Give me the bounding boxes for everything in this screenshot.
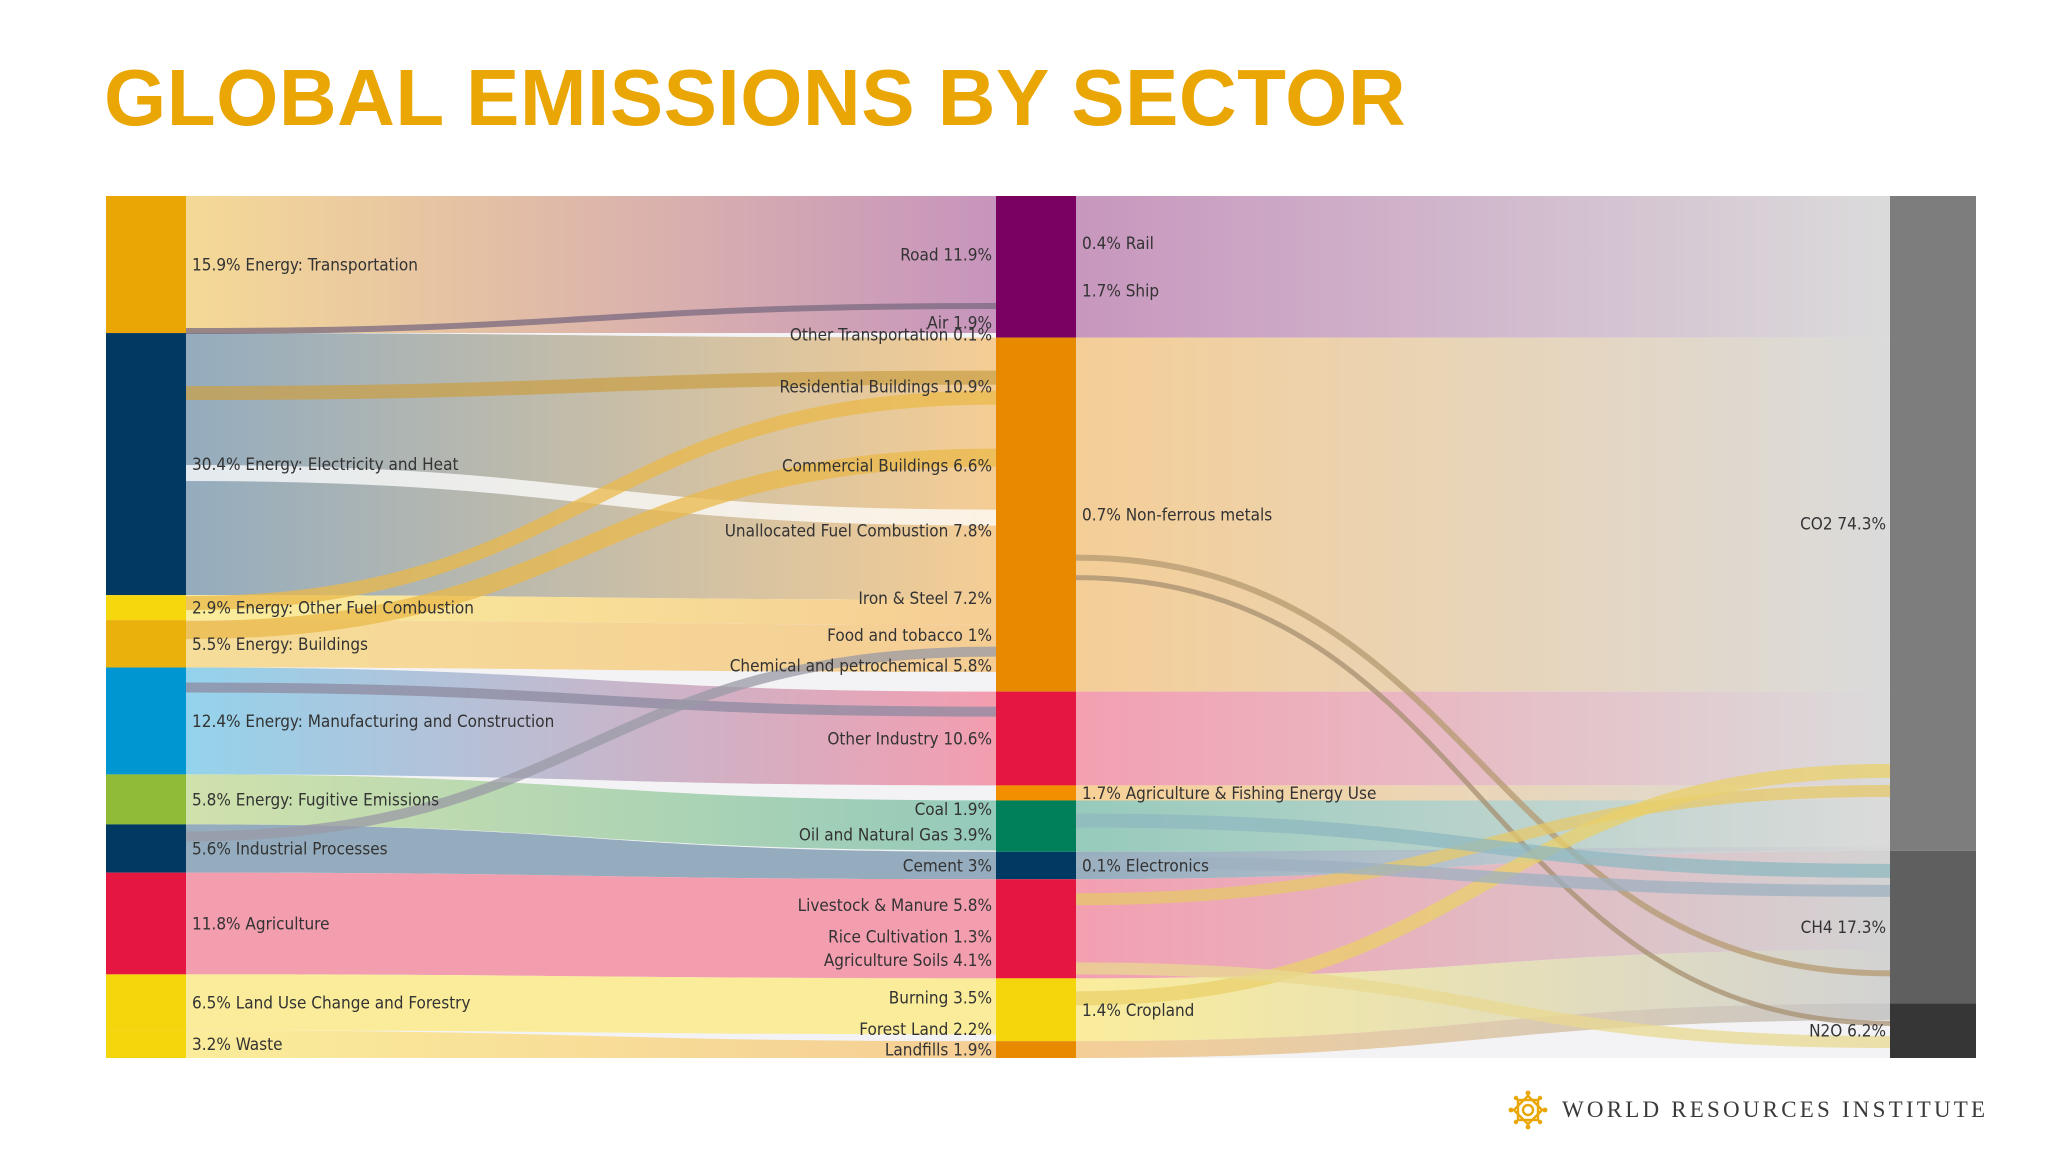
cross-flow-11 [1075,813,1891,878]
flow-band-manufacturing-to-industry [186,667,996,786]
subsector-label-1-7-agriculture-fishing-energy-use: 1.7% Agriculture & Fishing Energy Use [1082,784,1376,804]
cross-flow-13 [1075,962,1891,1048]
subsector-label-agriculture-soils-4-1: Agriculture Soils 4.1% [824,951,992,971]
gas-bar-co2 [1890,196,1976,851]
sector-bar-industrial [106,824,186,873]
subsector-label-coal-1-9: Coal 1.9% [915,800,992,820]
footer-logo: WORLD RESOURCES INSTITUTE [1508,1088,1988,1132]
subsector-label-oil-and-natural-gas-3-9: Oil and Natural Gas 3.9% [799,826,992,846]
flow-band-industrial-to-industrial [186,824,996,880]
subsector-label-air-1-9: Air 1.9% [927,313,992,333]
subsector-bar-agriculture [996,879,1076,979]
gas-bar-n2o [1890,1003,1976,1058]
subsector-bar-landuse [996,978,1076,1042]
subsector-bar-industrial [996,851,1076,880]
sector-label-electricity: 30.4% Energy: Electricity and Heat [192,455,458,475]
flow-band-fugitive-to-co2 [1076,800,1890,852]
wri-star-logo-icon [1508,1090,1548,1130]
flow-band-industrial-to-co2 [1076,846,1890,880]
cross-flow-4 [185,682,997,717]
sector-bar-electricity [106,333,186,596]
sector-bar-fugitive [106,774,186,825]
cross-flow-12 [1075,855,1891,897]
flow-band-transport-to-transport [186,196,996,334]
gas-label-co2: CO2 74.3% [1800,514,1886,534]
sector-label-waste: 3.2% Waste [192,1035,283,1055]
sector-label-landuse: 6.5% Land Use Change and Forestry [192,993,471,1013]
sector-bar-transport [106,196,186,334]
subsector-bar-energy [996,337,1076,692]
flow-band-fugitive-to-fugitive [186,774,996,851]
subsector-label-1-7-ship: 1.7% Ship [1082,281,1159,301]
sector-bar-waste [106,1030,186,1058]
subsector-label-forest-land-2-2: Forest Land 2.2% [859,1020,992,1040]
subsector-label-iron-steel-7-2: Iron & Steel 7.2% [858,589,992,609]
flow-band-buildings-to-energy [186,620,996,673]
sector-label-agriculture: 11.8% Agriculture [192,915,330,935]
sector-label-transport: 15.9% Energy: Transportation [192,256,418,276]
subsector-label-other-industry-10-6: Other Industry 10.6% [827,730,992,750]
cross-flow-3 [185,448,997,640]
subsector-label-0-4-rail: 0.4% Rail [1082,234,1154,254]
subsector-label-1-4-cropland: 1.4% Cropland [1082,1001,1194,1021]
subsector-label-other-transportation-0-1: Other Transportation 0.1% [790,326,992,346]
subsector-label-burning-3-5: Burning 3.5% [889,989,992,1009]
flow-band-waste-to-waste [186,1030,996,1058]
flow-band-transport-to-co2 [1076,196,1890,338]
gas-label-ch4: CH4 17.3% [1801,918,1886,938]
subsector-label-rice-cultivation-1-3: Rice Cultivation 1.3% [828,927,992,947]
sector-label-otherfuel: 2.9% Energy: Other Fuel Combustion [192,599,474,619]
sector-label-buildings: 5.5% Energy: Buildings [192,635,368,655]
subsector-label-road-11-9: Road 11.9% [900,246,992,266]
flow-band-agriculture-to-agriculture [186,872,996,979]
subsector-label-0-7-non-ferrous-metals: 0.7% Non-ferrous metals [1082,506,1272,526]
subsector-bar-industry [996,691,1076,786]
sector-label-industrial: 5.6% Industrial Processes [192,840,388,860]
sector-label-fugitive: 5.8% Energy: Fugitive Emissions [192,790,439,810]
sector-bar-manufacturing [106,667,186,775]
cross-flow-6 [185,303,997,335]
cross-flow-10 [1075,763,1891,1006]
sector-bar-agriculture [106,872,186,975]
subsector-label-cement-3: Cement 3% [903,857,992,877]
flow-band-waste-to-n2o [1076,1003,1890,1058]
flow-band-electricity-to-energy [186,333,996,600]
gas-bar-ch4 [1890,850,1976,1004]
cross-flow-8 [1075,575,1891,1026]
flow-band-landuse-to-ch4 [1076,949,1890,1042]
subsector-label-0-1-electronics: 0.1% Electronics [1082,857,1209,877]
subsector-label-landfills-1-9: Landfills 1.9% [885,1041,992,1061]
subsector-bar-waste [996,1041,1076,1058]
flow-band-industry-to-co2 [1076,691,1890,786]
sector-label-manufacturing: 12.4% Energy: Manufacturing and Construc… [192,712,554,732]
cross-flow-0 [185,370,997,401]
subsector-label-commercial-buildings-6-6: Commercial Buildings 6.6% [782,457,992,477]
gas-label-n2o: N2O 6.2% [1809,1022,1886,1042]
cross-flow-5 [185,646,997,842]
page-title: GLOBAL EMISSIONS BY SECTOR [104,53,1407,142]
cross-flow-2 [185,390,997,611]
subsector-bar-fugitive [996,800,1076,852]
subsector-label-food-and-tobacco-1: Food and tobacco 1% [827,626,992,646]
sector-bar-otherfuel [106,595,186,621]
flow-band-landuse-to-landuse [186,974,996,1035]
subsector-bar-agfish [996,785,1076,801]
sector-bar-buildings [106,620,186,668]
subsector-label-chemical-and-petrochemical-5-8: Chemical and petrochemical 5.8% [730,656,992,676]
subsector-label-residential-buildings-10-9: Residential Buildings 10.9% [780,378,993,398]
subsector-bar-transport [996,196,1076,338]
subsector-label-livestock-manure-5-8: Livestock & Manure 5.8% [798,896,992,916]
cross-flow-7 [1075,554,1891,977]
footer-organization-name: WORLD RESOURCES INSTITUTE [1562,1097,1989,1122]
sector-bar-landuse [106,974,186,1031]
subsector-label-unallocated-fuel-combustion-7-8: Unallocated Fuel Combustion 7.8% [725,521,992,541]
